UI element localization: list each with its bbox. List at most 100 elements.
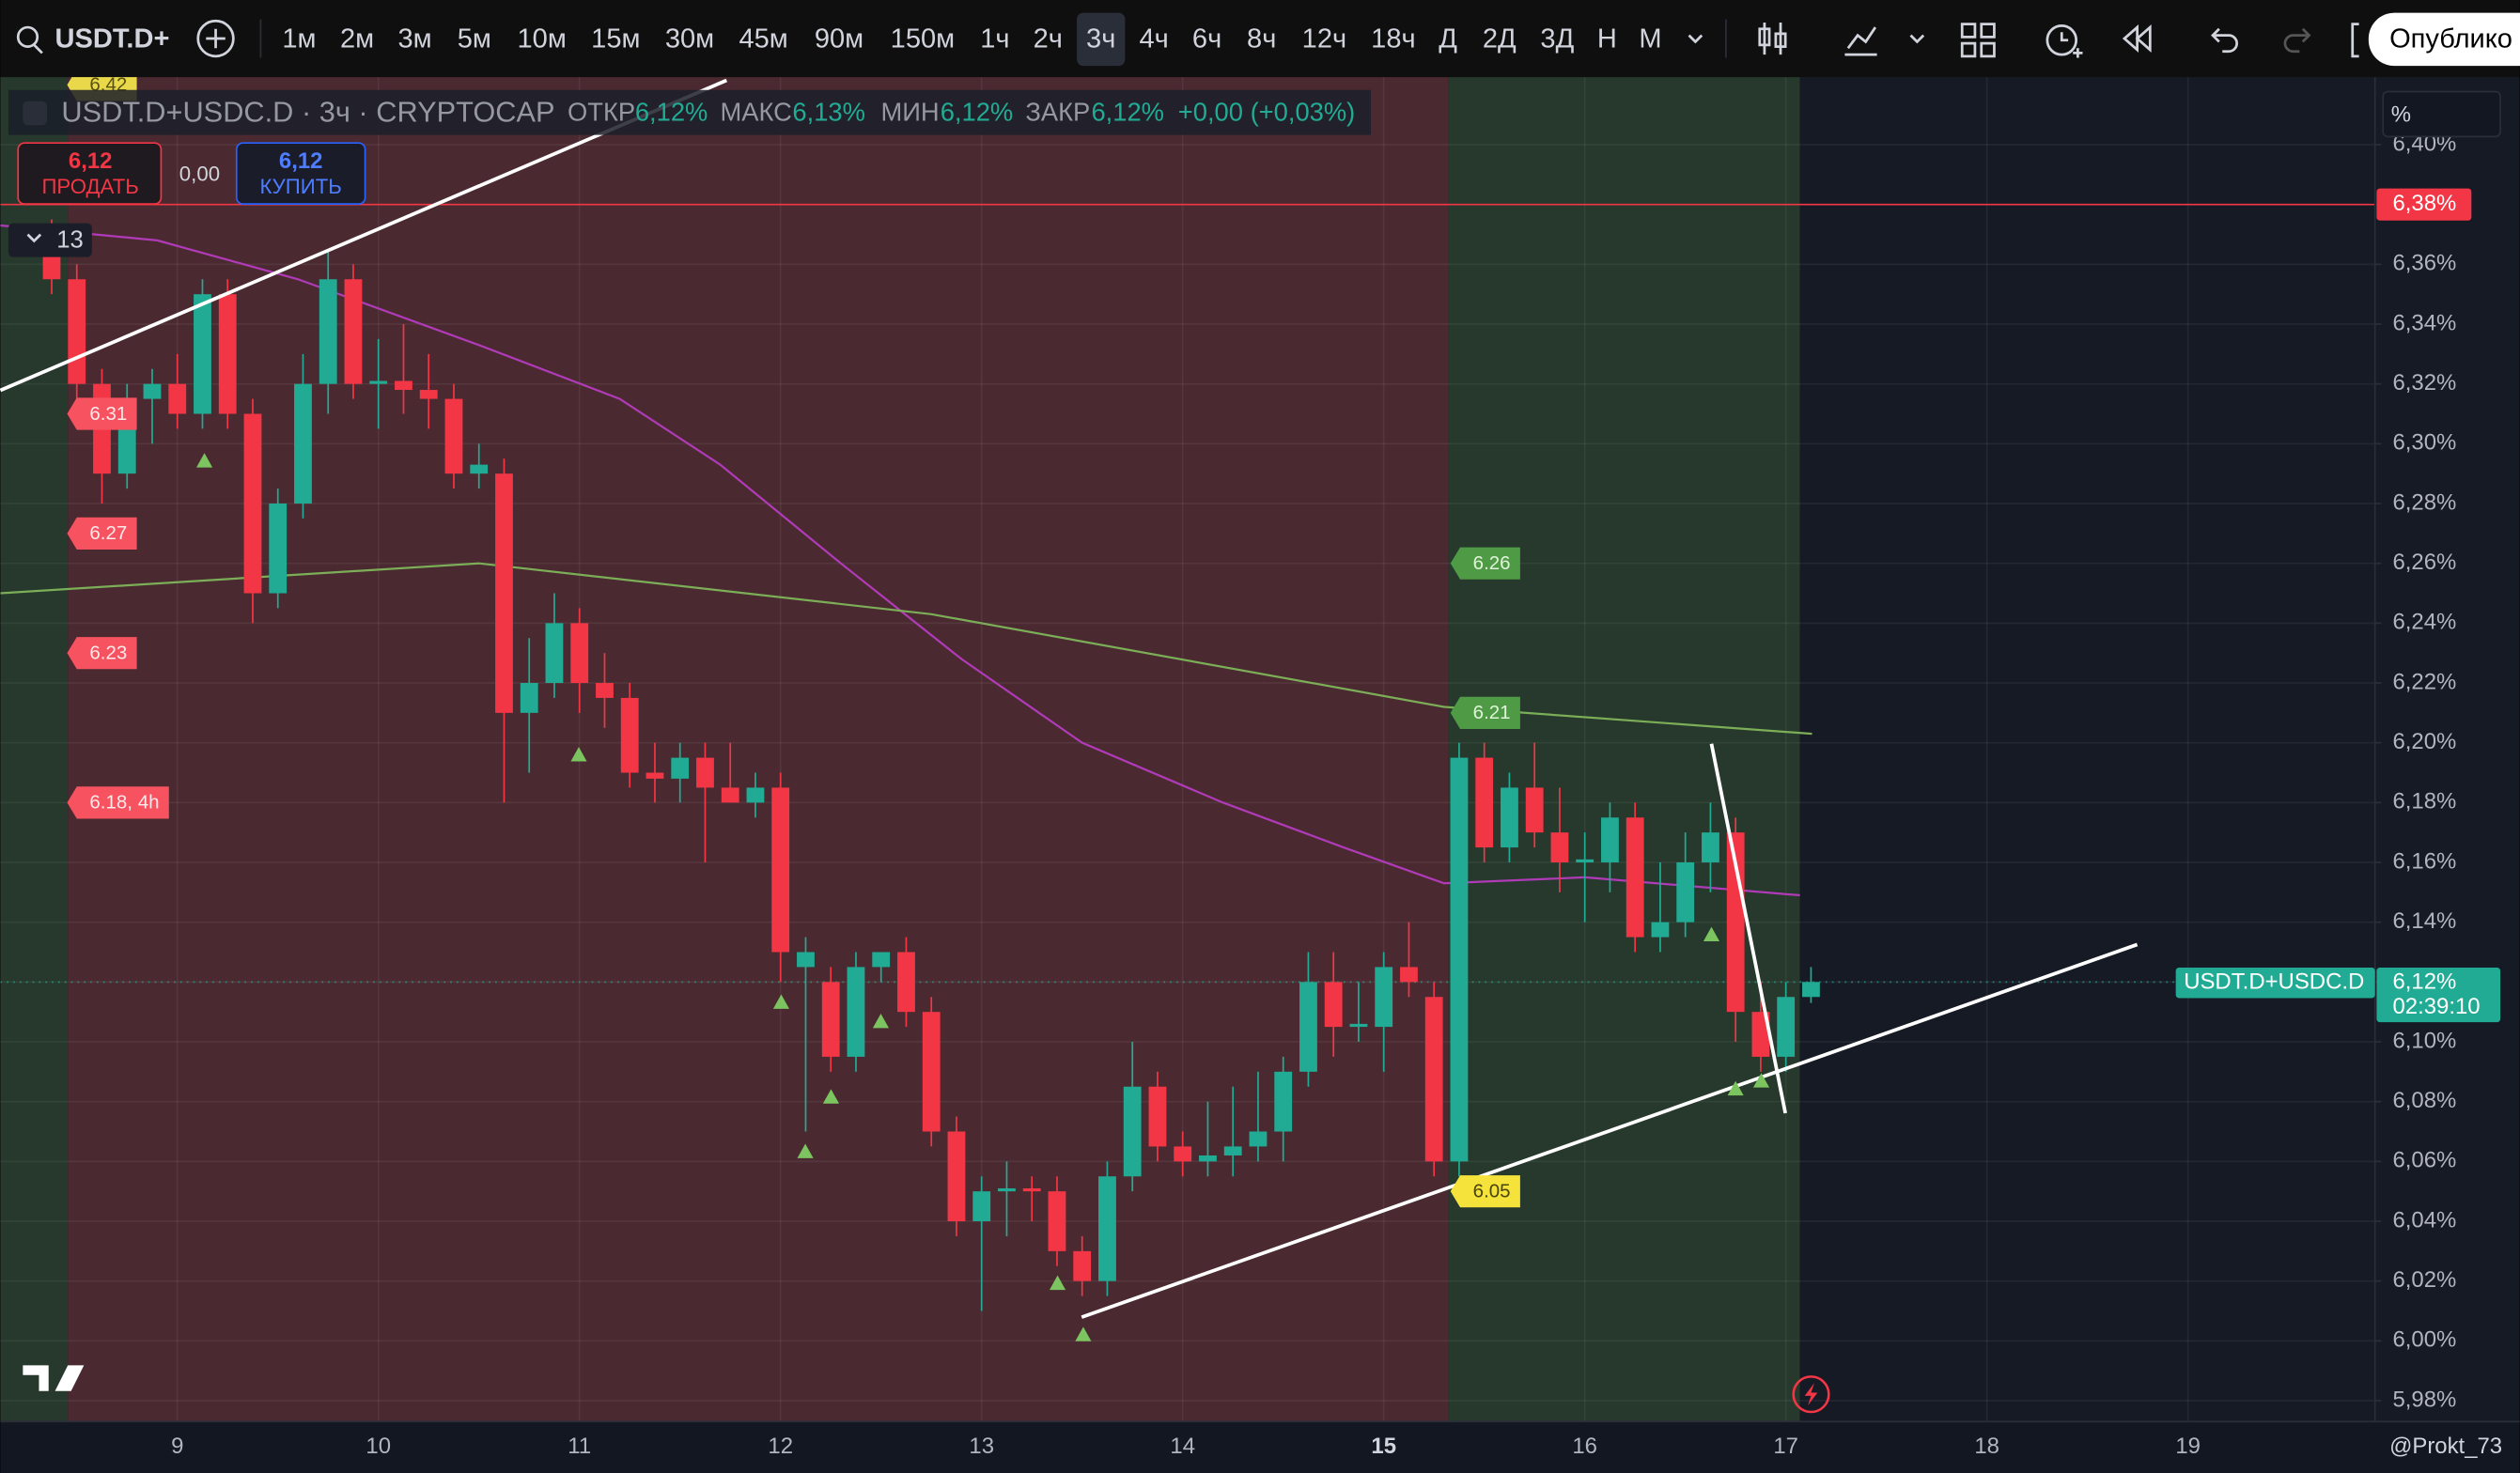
interval[interactable]: 1м: [282, 23, 316, 54]
arrow: [872, 1013, 890, 1029]
sell-label: ПРОДАТЬ: [41, 175, 138, 198]
interval[interactable]: 1ч: [980, 23, 1009, 54]
indicators-icon[interactable]: [1844, 26, 1877, 56]
symbol-label: USDT.D+USDC.D: [2184, 969, 2364, 995]
level-label-bg: [67, 637, 137, 670]
interval[interactable]: 30м: [665, 23, 714, 54]
alert-clock[interactable]: [2046, 23, 2078, 56]
redo-icon[interactable]: [2283, 27, 2311, 54]
y-tick-label: 6,34%: [2392, 310, 2456, 335]
y-tick-label: 5,98%: [2392, 1387, 2456, 1412]
scale-box[interactable]: [2382, 90, 2501, 138]
interval[interactable]: 15м: [591, 23, 640, 54]
interval[interactable]: 3м: [398, 23, 432, 54]
interval[interactable]: М: [1639, 23, 1661, 54]
interval[interactable]: 3ч: [1086, 23, 1115, 54]
red-zone: [68, 77, 1449, 1422]
candle-body: [1349, 1023, 1368, 1028]
candle-body: [1199, 1155, 1217, 1162]
level-label: 6.23: [89, 642, 127, 663]
level-label: 6.05: [1473, 1180, 1511, 1202]
candle-body: [1576, 859, 1594, 863]
y-tick-label: 6,24%: [2392, 610, 2456, 635]
x-tick-label: 16: [1572, 1434, 1597, 1459]
candles-icon[interactable]: [1758, 22, 1787, 55]
interval[interactable]: 3Д: [1540, 23, 1574, 54]
candle-body: [1601, 817, 1619, 863]
candle-body: [872, 952, 891, 968]
x-tick-label: 12: [768, 1434, 793, 1459]
interval[interactable]: 90м: [815, 23, 863, 54]
add-symbol[interactable]: [196, 19, 235, 58]
interval[interactable]: 18ч: [1371, 23, 1415, 54]
interval[interactable]: Д: [1439, 23, 1457, 54]
level-label-bg: [1450, 696, 1520, 729]
signal-arrows: [196, 453, 1770, 1341]
y-tick-label: 6,18%: [2392, 789, 2456, 814]
candle-body: [344, 279, 363, 384]
interval[interactable]: 2Д: [1483, 23, 1517, 54]
replay-icon[interactable]: [2122, 24, 2152, 54]
level-label: 6.18, 4h: [89, 792, 159, 814]
candle-body: [143, 383, 162, 399]
x-tick-label: 13: [969, 1434, 994, 1459]
interval[interactable]: 150м: [891, 23, 955, 54]
interval[interactable]: 2м: [340, 23, 374, 54]
undo-icon[interactable]: [2211, 27, 2238, 54]
interval[interactable]: 6ч: [1192, 23, 1221, 54]
labels: 6.426.316.276.236.18, 4h6.266.216.05: [67, 69, 1520, 1208]
level-label-bg: [1450, 547, 1520, 580]
buy-label: КУПИТЬ: [259, 175, 341, 198]
y-tick-label: 6,06%: [2392, 1148, 2456, 1173]
interval[interactable]: Н: [1597, 23, 1617, 54]
interval[interactable]: 12ч: [1302, 23, 1346, 54]
trend-line: [1081, 942, 2139, 1319]
trend-line: [1709, 743, 1787, 1114]
arrow: [1752, 1073, 1770, 1088]
arrow: [1703, 926, 1720, 942]
alert-icon[interactable]: [1792, 1375, 1830, 1414]
interval[interactable]: 45м: [739, 23, 787, 54]
candle-body: [1751, 1012, 1770, 1057]
chevron[interactable]: [1688, 34, 1703, 44]
arrow: [1075, 1326, 1092, 1341]
publish-button[interactable]: [2368, 12, 2520, 67]
candle-body: [470, 464, 489, 474]
last-price-label: 6,12%: [2392, 969, 2456, 995]
layout-icon[interactable]: [1960, 23, 1996, 58]
legend-field-value: 6,12%: [941, 98, 1014, 127]
search-icon[interactable]: [16, 25, 39, 48]
fullscreen-icon[interactable]: [2351, 23, 2359, 58]
interval[interactable]: 10м: [518, 23, 567, 54]
y-tick-label: 6,22%: [2392, 669, 2456, 694]
zones: [0, 77, 1800, 1422]
candle-body: [821, 982, 840, 1057]
interval[interactable]: 5м: [458, 23, 491, 54]
indicators-toggle[interactable]: [8, 223, 92, 257]
axes: 6,40%6,38%6,36%6,34%6,32%6,30%6,28%6,26%…: [171, 131, 2501, 1459]
candle-body: [1299, 982, 1317, 1072]
chevron[interactable]: [1909, 34, 1925, 44]
interval[interactable]: 2ч: [1034, 23, 1063, 54]
candle-body: [520, 683, 538, 713]
x-tick-label: 10: [366, 1434, 391, 1459]
buy-price: 6,12: [279, 148, 323, 174]
buy-button[interactable]: [235, 142, 366, 206]
level-label-bg: [67, 517, 137, 550]
interval[interactable]: 8ч: [1247, 23, 1276, 54]
countdown: 02:39:10: [2392, 994, 2480, 1019]
symbol[interactable]: USDT.D+: [55, 23, 170, 54]
interval[interactable]: 4ч: [1139, 23, 1168, 54]
sell-button[interactable]: [17, 142, 163, 206]
y-tick-label: 6,08%: [2392, 1088, 2456, 1113]
y-tick-label: 6,02%: [2392, 1267, 2456, 1293]
y-tick-label: 6,10%: [2392, 1028, 2456, 1053]
price-line-label: 6,38%: [2392, 191, 2456, 216]
candle-body: [1676, 862, 1695, 923]
candle-body: [1274, 1071, 1293, 1132]
candle-body: [218, 294, 237, 414]
candle-body: [1726, 832, 1745, 1013]
moving-average: [0, 562, 1812, 736]
search-icon: [33, 43, 43, 54]
x-tick-label: 17: [1773, 1434, 1798, 1459]
